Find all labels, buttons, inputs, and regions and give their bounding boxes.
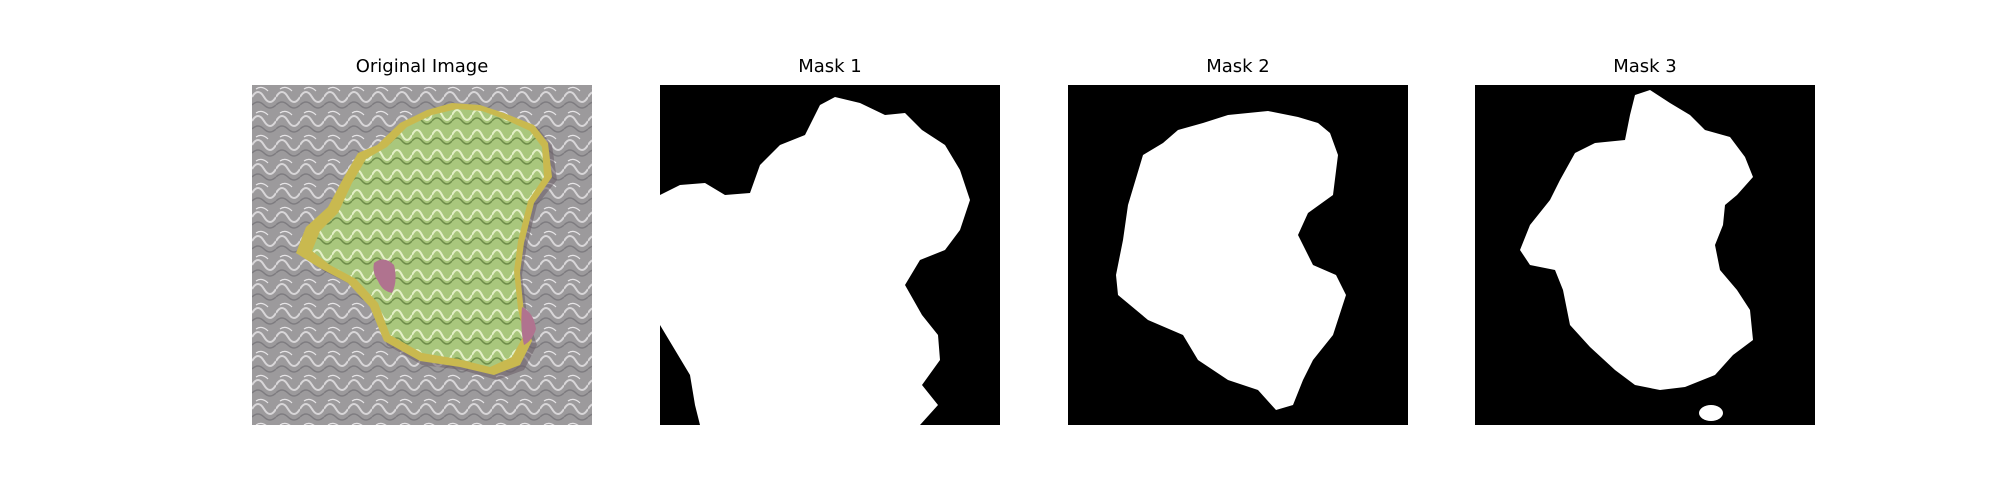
mask-3-image (1475, 85, 1815, 425)
mask-1-region (660, 97, 970, 425)
panel-title: Original Image (355, 56, 489, 77)
mask-3-small-region (1699, 405, 1723, 421)
panel-title: Mask 2 (1206, 56, 1270, 77)
panel-title: Mask 3 (1613, 56, 1677, 77)
mask-2-region (1116, 111, 1346, 410)
mask-3-region (1520, 90, 1753, 390)
mask-2-image (1068, 85, 1408, 425)
blob-pink-edge (521, 307, 536, 345)
mask-1-image (660, 85, 1000, 425)
original-image (252, 85, 592, 425)
blob-green (312, 109, 544, 367)
blob-pink-patch (373, 259, 396, 293)
panel-title: Mask 1 (798, 56, 862, 77)
